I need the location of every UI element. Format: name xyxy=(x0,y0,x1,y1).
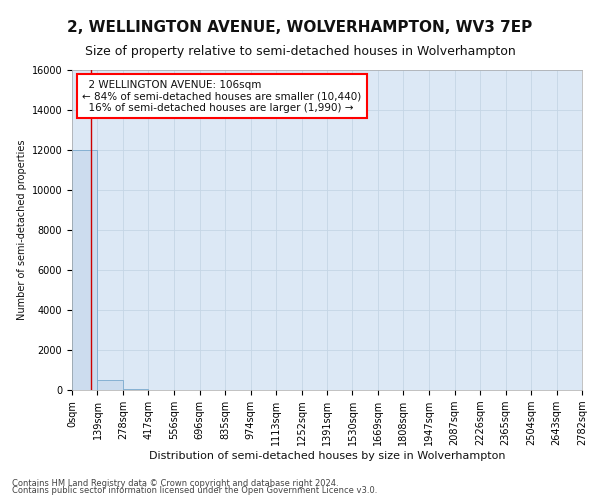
Bar xyxy=(72,150,97,390)
Text: Size of property relative to semi-detached houses in Wolverhampton: Size of property relative to semi-detach… xyxy=(85,45,515,58)
Text: 2 WELLINGTON AVENUE: 106sqm
← 84% of semi-detached houses are smaller (10,440)
 : 2 WELLINGTON AVENUE: 106sqm ← 84% of sem… xyxy=(82,80,361,113)
Text: 2, WELLINGTON AVENUE, WOLVERHAMPTON, WV3 7EP: 2, WELLINGTON AVENUE, WOLVERHAMPTON, WV3… xyxy=(67,20,533,35)
Bar xyxy=(97,380,123,390)
X-axis label: Distribution of semi-detached houses by size in Wolverhampton: Distribution of semi-detached houses by … xyxy=(149,451,505,461)
Y-axis label: Number of semi-detached properties: Number of semi-detached properties xyxy=(17,140,28,320)
Text: Contains HM Land Registry data © Crown copyright and database right 2024.: Contains HM Land Registry data © Crown c… xyxy=(12,478,338,488)
Bar xyxy=(123,389,148,390)
Text: Contains public sector information licensed under the Open Government Licence v3: Contains public sector information licen… xyxy=(12,486,377,495)
